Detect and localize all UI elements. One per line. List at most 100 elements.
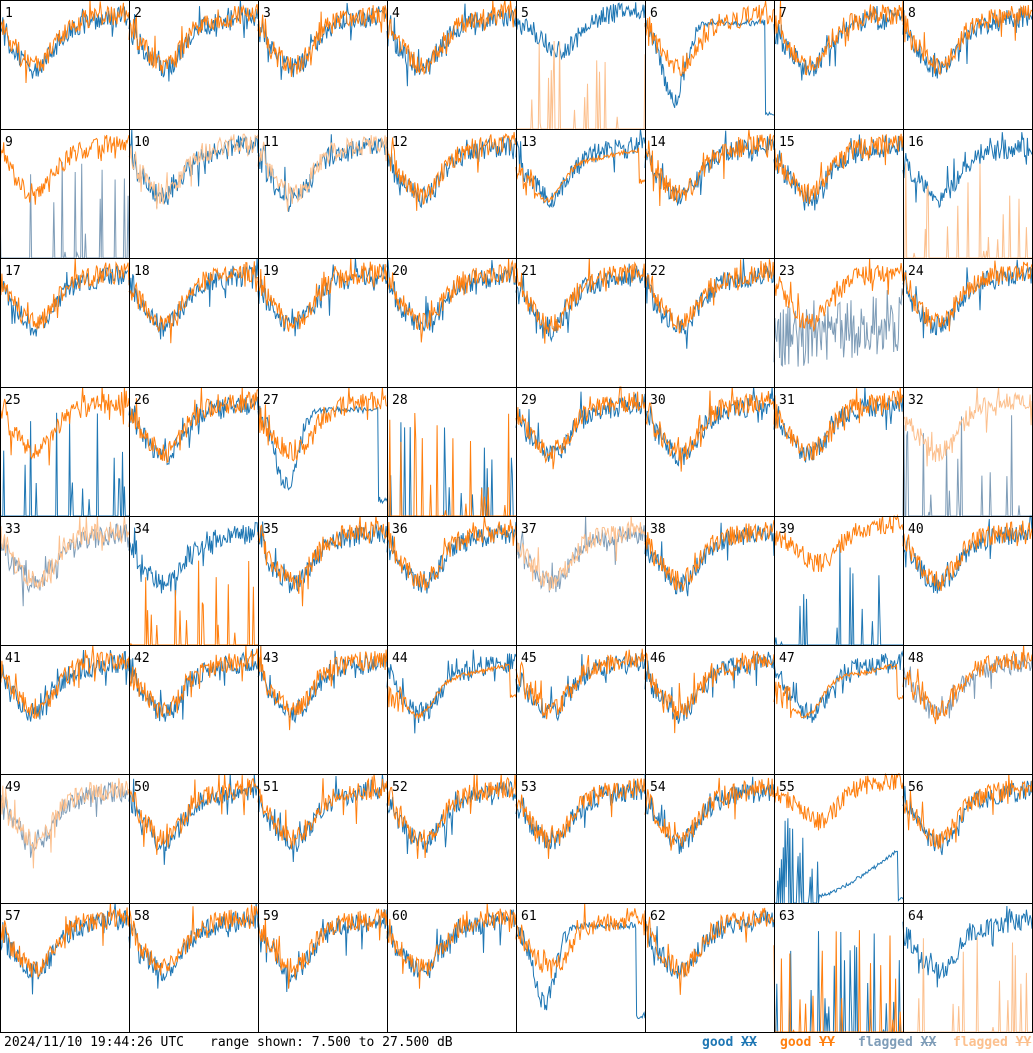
yy-series-16: [903, 163, 1032, 259]
xx-series-26: [128, 396, 259, 466]
panel-label: 36: [392, 522, 408, 537]
xx-series-54: [644, 773, 775, 855]
yy-series-7: [773, 0, 904, 76]
panel-label: 42: [134, 651, 150, 666]
timestamp: 2024/11/10 19:44:26 UTC: [4, 1035, 185, 1050]
panel-label: 4: [392, 6, 400, 21]
yy-series-22: [644, 259, 775, 334]
yy-series-9: [0, 134, 130, 205]
yy-series-47: [773, 663, 904, 719]
panel-36: 36: [386, 516, 517, 646]
yy-series-55: [773, 772, 904, 831]
panel-48: 48: [902, 644, 1033, 775]
panel-15: 15: [773, 129, 904, 259]
panel-label: 16: [908, 135, 924, 150]
yy-series-61: [515, 902, 646, 979]
xx-series-4: [386, 3, 517, 87]
panel-frame-5: [516, 0, 646, 130]
xx-series-52: [386, 780, 517, 855]
panel-label: 54: [650, 780, 666, 795]
panel-54: 54: [644, 773, 775, 904]
panel-23: 23: [773, 257, 904, 388]
panel-42: 42: [128, 645, 259, 775]
panel-38: 38: [644, 516, 775, 646]
panel-label: 24: [908, 264, 924, 279]
yy-series-1: [0, 0, 130, 84]
panel-56: 56: [902, 773, 1033, 904]
yy-series-5: [516, 40, 646, 130]
xx-series-9: [0, 161, 130, 259]
yy-series-42: [128, 645, 259, 719]
panel-37: 37: [515, 515, 646, 646]
xx-series-10: [128, 128, 259, 209]
panel-label: 33: [5, 522, 21, 537]
panel-60: 60: [386, 903, 517, 1033]
panel-8: 8: [902, 0, 1033, 130]
yy-series-59: [257, 907, 388, 989]
panel-52: 52: [386, 773, 517, 904]
panel-label: 20: [392, 264, 408, 279]
legend-good-xx: good XX: [702, 1035, 757, 1050]
panel-32: 32: [902, 386, 1033, 517]
yy-series-58: [128, 904, 259, 976]
panel-label: 39: [779, 522, 795, 537]
panel-33: 33: [0, 515, 130, 646]
panel-label: 52: [392, 780, 408, 795]
panel-20: 20: [386, 257, 517, 388]
panel-16: 16: [902, 129, 1033, 259]
xx-series-33: [0, 523, 130, 607]
panel-label: 62: [650, 909, 666, 924]
panel-label: 18: [134, 264, 150, 279]
yy-series-43: [257, 646, 388, 731]
panel-41: 41: [0, 645, 130, 775]
panel-43: 43: [257, 645, 388, 775]
xx-series-23: [773, 288, 904, 367]
panel-label: 8: [908, 6, 916, 21]
panel-label: 60: [392, 909, 408, 924]
panel-40: 40: [902, 515, 1033, 646]
legend-flagged-yy: flagged YY: [953, 1035, 1032, 1050]
yy-series-6: [644, 0, 775, 77]
panel-46: 46: [644, 645, 775, 775]
panel-label: 57: [5, 909, 21, 924]
panel-label: 21: [521, 264, 537, 279]
yy-series-26: [128, 386, 259, 464]
panel-label: 5: [521, 6, 529, 21]
xx-series-55: [774, 818, 904, 904]
panel-34: 34: [128, 516, 259, 646]
panel-12: 12: [386, 129, 517, 259]
panel-label: 19: [263, 264, 279, 279]
panel-label: 59: [263, 909, 279, 924]
panel-26: 26: [128, 386, 259, 517]
panel-label: 61: [521, 909, 537, 924]
panel-frame-9: [0, 129, 130, 259]
legend-flagged-xx: flagged XX: [858, 1035, 937, 1050]
panel-label: 47: [779, 651, 795, 666]
panel-18: 18: [128, 257, 259, 388]
yy-series-53: [515, 778, 646, 859]
yy-series-21: [515, 257, 646, 344]
yy-series-8: [902, 4, 1033, 76]
panel-64: 64: [902, 903, 1033, 1033]
panel-label: 50: [134, 780, 150, 795]
xx-series-61: [515, 921, 646, 1020]
xx-series-41: [0, 649, 130, 722]
panel-7: 7: [773, 0, 904, 130]
range-text: range shown: 7.500 to 27.500 dB: [210, 1035, 453, 1050]
xx-series-25: [0, 412, 129, 517]
xx-series-37: [515, 515, 646, 593]
panel-61: 61: [515, 902, 646, 1033]
yy-series-12: [386, 131, 517, 211]
yy-series-11: [257, 135, 388, 212]
panel-10: 10: [128, 128, 259, 259]
panel-30: 30: [644, 386, 775, 517]
yy-series-48: [902, 644, 1033, 725]
panel-label: 7: [779, 6, 787, 21]
panel-1: 1: [0, 0, 130, 130]
yy-series-56: [902, 773, 1033, 850]
panel-22: 22: [644, 258, 775, 388]
panel-24: 24: [902, 258, 1033, 388]
xx-series-39: [774, 543, 903, 646]
panel-label: 63: [779, 909, 795, 924]
panel-50: 50: [128, 773, 259, 904]
